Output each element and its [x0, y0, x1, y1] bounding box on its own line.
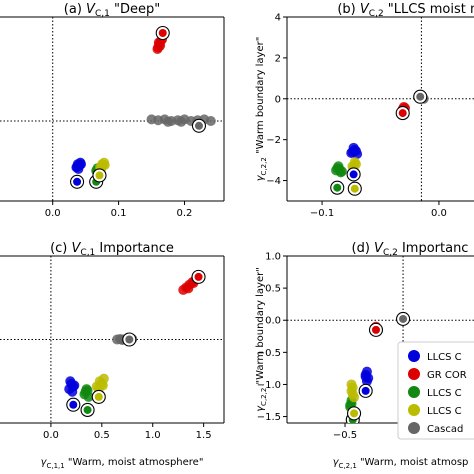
panel-d: −0.50.0−1.5−1.0−0.50.00.51.0(d) VC,2​ Im… [255, 241, 474, 470]
legend-label: LLCS C [427, 352, 462, 363]
legend-marker [408, 386, 420, 398]
y-tick-label: −1.5 [257, 412, 281, 423]
data-layer [64, 269, 206, 418]
ensemble-point [360, 371, 371, 382]
legend-label: LLCS C [427, 406, 462, 417]
reference-marker-dot [69, 400, 78, 409]
panel-b: −0.1 0.0 −4 −2 0 2 4 (b) VC,2​ "LLCS moist m γC,… [255, 2, 474, 219]
legend-label: GR COR [427, 370, 467, 381]
legend-marker [408, 404, 420, 416]
y-tick-label: 0 [275, 94, 281, 105]
reference-marker-dot [95, 171, 104, 180]
data-layer [70, 25, 216, 189]
data-layer [345, 311, 411, 423]
ensemble-point [82, 385, 93, 396]
legend-marker [408, 422, 420, 434]
x-tick-label: 0.0 [43, 430, 59, 441]
y-tick-label: −1.0 [257, 380, 281, 391]
reference-marker-dot [371, 325, 380, 334]
reference-marker-dot [350, 184, 359, 193]
x-tick-label: 0.0 [431, 208, 447, 219]
x-tick-label: 0.1 [111, 208, 127, 219]
ensemble-point [97, 380, 108, 391]
y-axis-label: γC,2,2​ "Warm boundary layer" [255, 267, 268, 412]
panel-c: 0.0 0.5 1.0 1.5 (c) VC,1​ Importance γC,1,1​ … [0, 241, 225, 470]
x-tick-label: −0.1 [310, 208, 334, 219]
panel-title: (d) VC,2​ Importanc [352, 241, 469, 258]
legend-label: Cascad [427, 424, 463, 435]
reference-marker-dot [94, 392, 103, 401]
panel-title: (b) VC,2​ "LLCS moist m [337, 2, 474, 19]
y-axis-label: γC,2,2​ "Warm boundary layer" [255, 37, 268, 182]
y-tick-label: 2 [275, 53, 281, 64]
ensemble-point [346, 379, 357, 390]
legend-marker [408, 368, 420, 380]
legend: LLCS C GR COR LLCS C LLCS C Cascad [397, 341, 474, 440]
panel-a: 0.0 0.1 0.2 (a) VC,1​ "Deep" [0, 2, 225, 219]
y-tick-label: 0.0 [265, 316, 281, 327]
ensemble-point [176, 116, 187, 127]
y-tick-label: −0.5 [257, 348, 281, 359]
x-tick-label: 1.0 [145, 430, 161, 441]
reference-marker-dot [349, 170, 358, 179]
reference-marker-dot [333, 183, 342, 192]
data-layer [330, 89, 429, 196]
ensemble-point [69, 380, 80, 391]
reference-marker-dot [83, 405, 92, 414]
x-tick-label: −0.5 [333, 430, 357, 441]
ensemble-point [163, 116, 173, 127]
y-tick-label: 0.5 [265, 284, 281, 295]
reference-marker-dot [73, 177, 82, 186]
panel-title: (a) VC,1​ "Deep" [64, 2, 160, 19]
x-tick-label: 0.5 [94, 430, 110, 441]
reference-marker-dot [361, 386, 370, 395]
reference-marker-dot [158, 29, 167, 37]
reference-marker-dot [194, 121, 203, 130]
ensemble-point [152, 44, 163, 54]
reference-marker-dot [350, 409, 359, 418]
y-tick-label: 4 [275, 13, 281, 24]
ensemble-point [346, 147, 357, 158]
reference-marker-dot [398, 109, 407, 118]
x-axis-label: γC,2,1​ "Warm, moist atmosp [333, 457, 469, 470]
ensemble-point [350, 159, 361, 170]
x-tick-label: 0.2 [177, 208, 193, 219]
panel-title: (c) VC,1​ Importance [50, 241, 174, 258]
ensemble-point [76, 159, 87, 170]
y-tick-label: 1.0 [265, 252, 281, 263]
reference-marker-dot [194, 272, 203, 281]
x-tick-label: 1.5 [196, 430, 212, 441]
ensemble-point [205, 116, 216, 126]
ensemble-point [347, 389, 358, 400]
legend-label: LLCS C [427, 388, 462, 399]
x-tick-label: 0.0 [45, 208, 61, 219]
x-axis-label: γC,1,1​ "Warm, moist atmosphere" [41, 457, 204, 470]
y-tick-label: −4 [266, 176, 281, 187]
reference-marker-dot [399, 314, 408, 323]
legend-marker [408, 350, 420, 362]
reference-marker-dot [125, 335, 134, 344]
reference-marker-dot [416, 92, 425, 101]
ensemble-point [336, 166, 347, 177]
y-tick-label: −2 [266, 135, 281, 146]
